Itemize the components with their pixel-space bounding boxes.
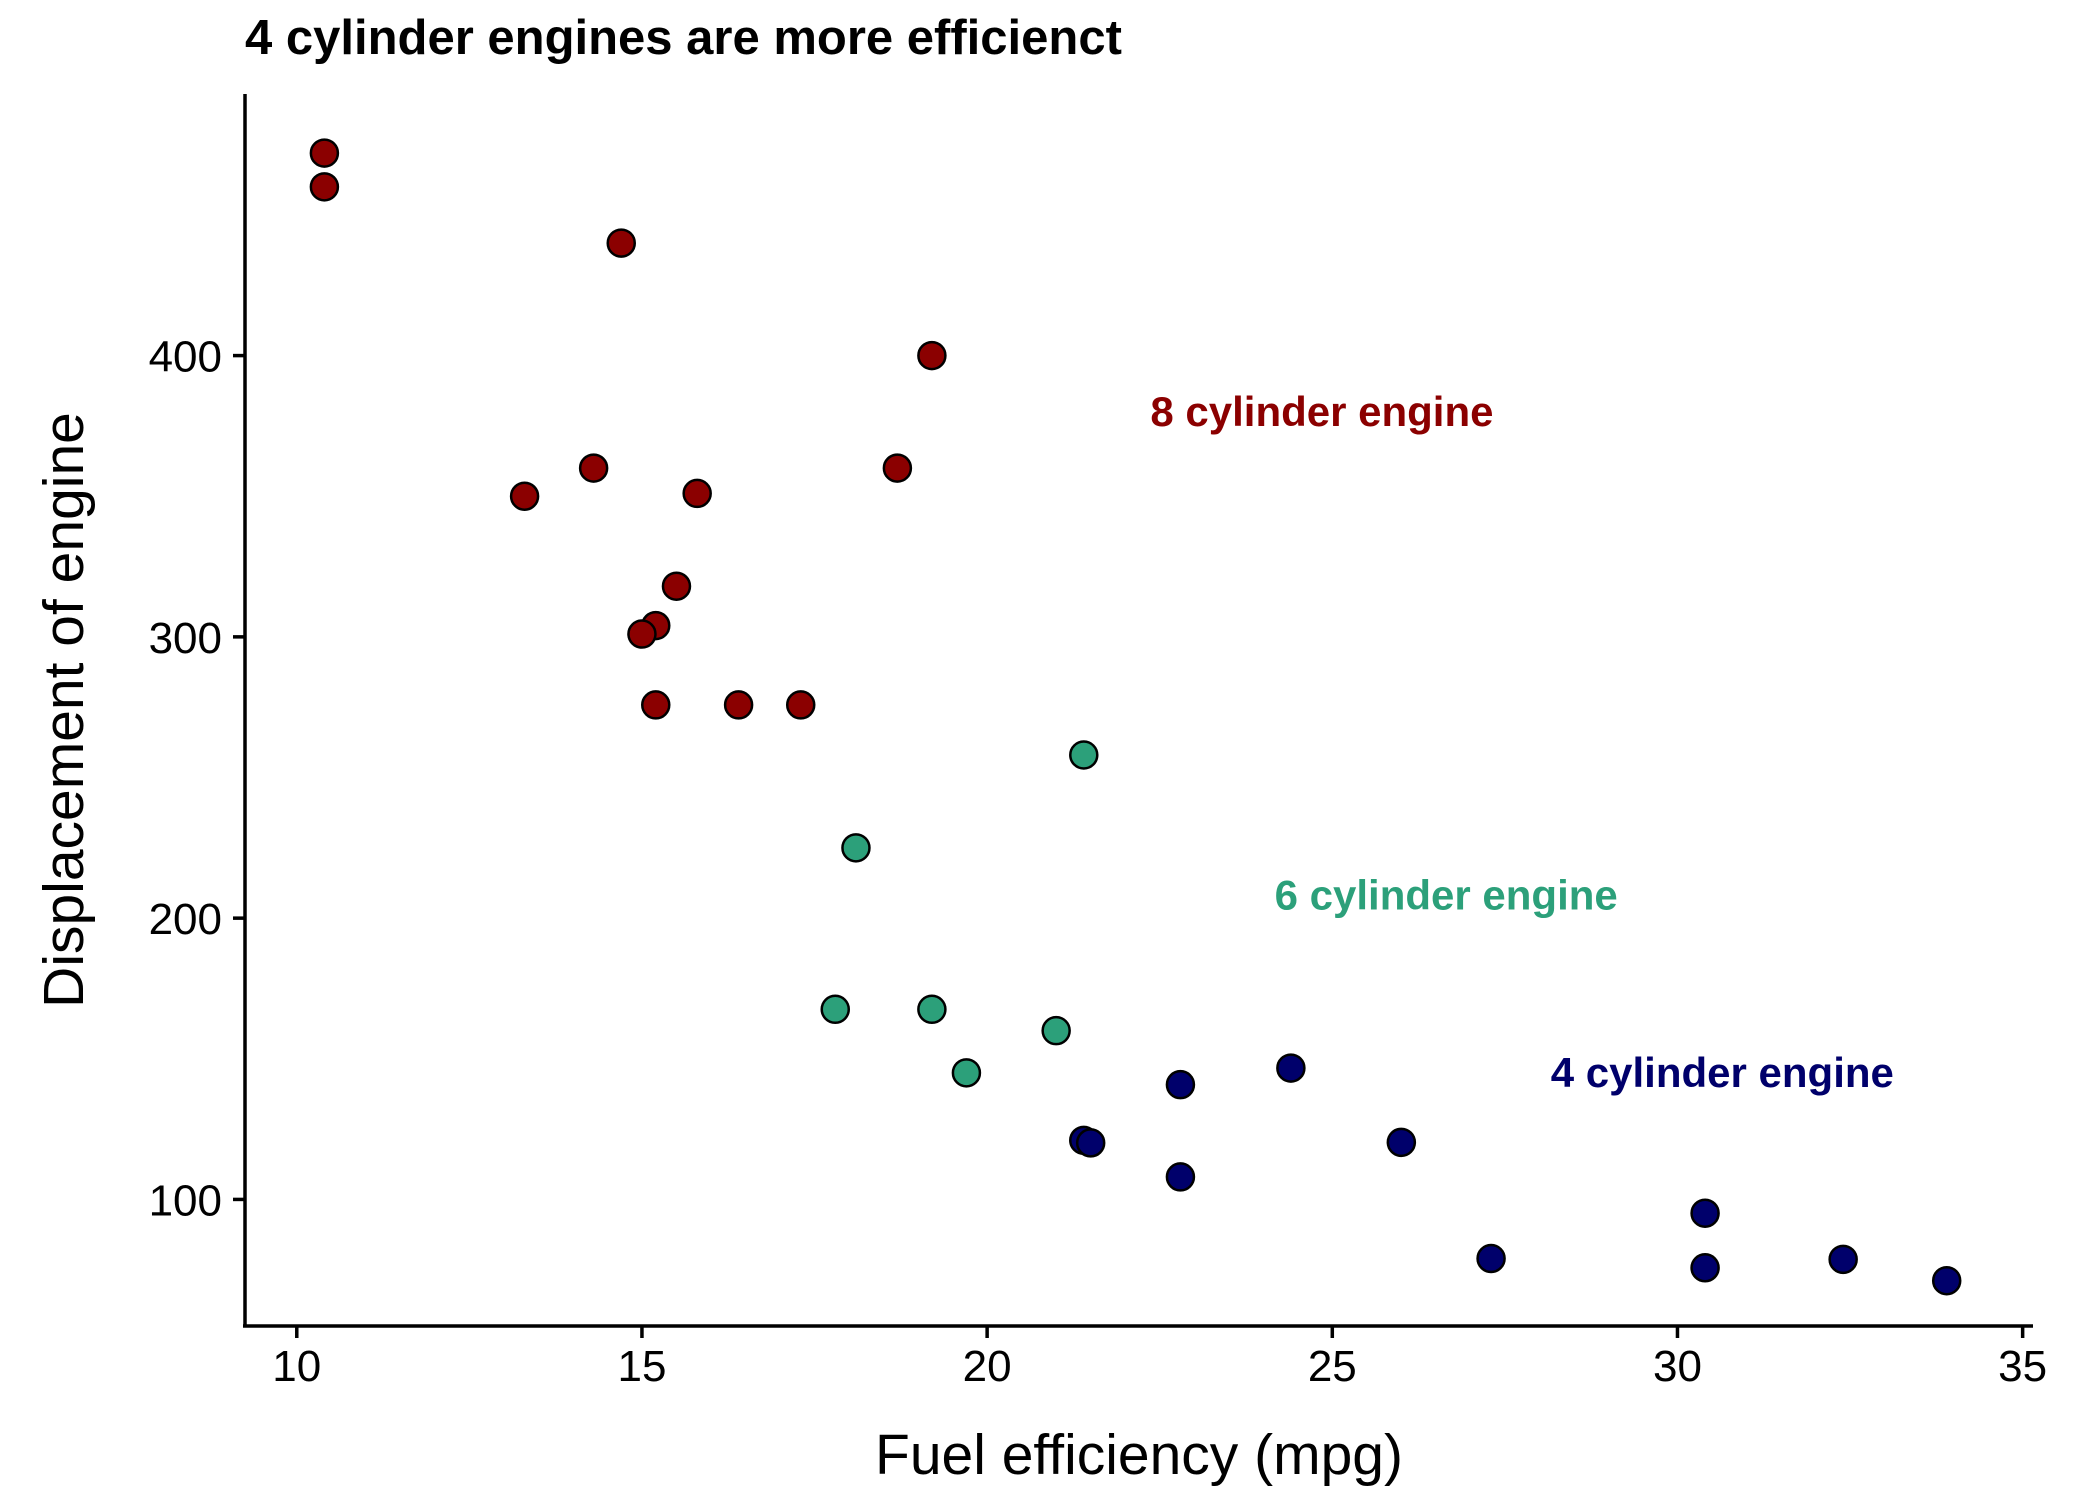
data-point-cyl4 [1276,1053,1306,1083]
data-point-cyl8 [682,478,712,509]
data-point-cyl4 [1386,1127,1417,1158]
x-tick-label: 15 [617,1342,666,1391]
x-axis-ticks: 10 15 20 25 30 35 [272,1326,2047,1391]
chart-title: 4 cylinder engines are more efficienct [245,11,1122,65]
x-tick-label: 25 [1308,1342,1357,1391]
data-point-cyl8 [917,340,947,371]
data-point-cyl8 [578,453,609,483]
data-point-cyl4 [1690,1253,1720,1283]
data-points [309,138,1962,1296]
series-annotation: 6 cylinder engine [1275,872,1618,919]
data-point-cyl6 [841,833,871,863]
data-point-cyl8 [309,172,340,202]
data-point-cyl8 [661,571,692,601]
y-tick-label: 100 [149,1176,222,1225]
x-axis-title: Fuel efficiency (mpg) [875,1423,1403,1487]
data-point-cyl8 [723,690,754,720]
y-tick-label: 200 [149,895,222,944]
y-axis-title: Displacement of engine [32,412,96,1008]
plot-area: 100 200 300 400 10 15 20 25 30 35 8 cylinder eng… [149,94,2047,1391]
data-point-cyl6 [1069,740,1099,770]
data-point-cyl8 [785,690,816,720]
y-tick-label: 300 [149,614,222,663]
y-tick-label: 400 [149,333,222,382]
data-point-cyl8 [882,453,913,483]
data-point-cyl4 [1476,1243,1506,1274]
data-point-cyl6 [951,1058,982,1088]
data-point-cyl4 [1690,1198,1720,1228]
data-point-cyl4 [1828,1244,1858,1275]
x-tick-label: 20 [963,1342,1012,1391]
data-point-cyl4 [1165,1162,1196,1192]
x-tick-label: 35 [1998,1342,2047,1391]
data-point-cyl4 [1931,1265,1962,1296]
data-point-cyl4 [1165,1069,1196,1100]
data-point-cyl6 [917,994,947,1025]
data-point-cyl8 [606,228,636,258]
x-tick-label: 10 [272,1342,321,1391]
data-point-cyl8 [627,619,657,649]
series-annotation: 4 cylinder engine [1551,1049,1894,1096]
x-tick-label: 30 [1653,1342,1702,1391]
series-annotations: 8 cylinder engine 6 cylinder engine 4 cyli… [1150,388,1894,1096]
data-point-cyl8 [641,690,671,720]
data-point-cyl6 [1041,1015,1071,1046]
data-point-cyl8 [509,481,540,511]
y-axis-ticks: 100 200 300 400 [149,333,245,1225]
data-point-cyl4 [1075,1128,1106,1158]
data-point-cyl8 [309,138,340,168]
series-annotation: 8 cylinder engine [1150,388,1493,435]
data-point-cyl6 [820,994,850,1025]
